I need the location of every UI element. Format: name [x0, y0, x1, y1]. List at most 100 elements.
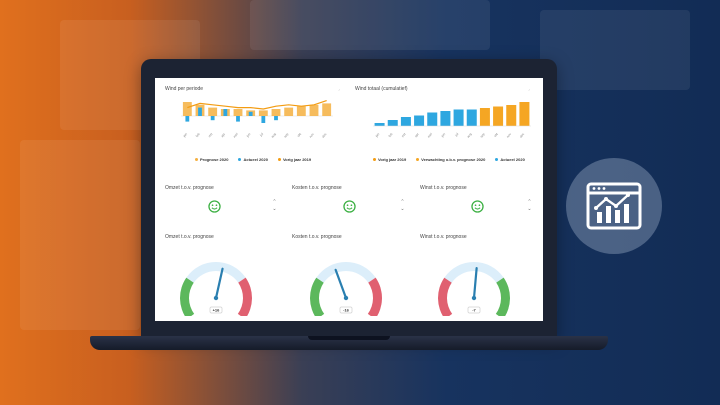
bar-prognose	[233, 109, 243, 116]
background-document	[540, 10, 690, 90]
x-tick-label: aug	[270, 132, 277, 139]
x-tick-label: jul	[258, 132, 264, 138]
legend-swatch	[195, 158, 198, 161]
x-tick-label: nov	[506, 132, 513, 139]
kpi-title-omzet: Omzet t.o.v. prognose	[165, 185, 214, 191]
x-tick-label: jul	[454, 132, 460, 138]
bar-actueel	[210, 116, 215, 121]
gauge-segment-right	[237, 277, 252, 316]
bar-actueel	[414, 115, 425, 126]
gauge-segment-left	[310, 277, 325, 316]
laptop-notch	[308, 336, 390, 340]
wind-per-periode-chart: jan feb mrt apr mei jun jul aug sep okt nov dec	[181, 100, 333, 139]
kpi-title-kosten: Kosten t.o.v. prognose	[292, 185, 342, 191]
gauge-value-label: -7	[472, 307, 476, 312]
panel-title-wind-per-periode: Wind per periode	[165, 86, 204, 92]
gauge-value-label: -16	[343, 307, 350, 312]
panel-corner-icon: ⌟	[528, 86, 530, 91]
panel-corner-icon: ⌟	[338, 86, 340, 91]
line-vorig-jaar	[187, 100, 327, 110]
legend-swatch	[277, 158, 281, 161]
bar-actueel	[453, 109, 464, 126]
x-tick-label: sep	[283, 132, 290, 139]
bar-actueel	[274, 116, 278, 121]
x-tick-label: mei	[427, 132, 434, 139]
dashboard-badge	[566, 158, 662, 254]
bar-actueel	[248, 111, 253, 116]
gauge-segment-mid	[444, 262, 504, 283]
sort-arrows-icon[interactable]: ⌃ ⌄	[527, 199, 532, 212]
x-tick-label: sep	[479, 132, 486, 139]
gauge-value-box	[467, 306, 481, 314]
gauge-value-box	[209, 306, 223, 314]
gauge-hub	[343, 295, 349, 301]
bar-prognose	[296, 106, 306, 116]
legend-swatch	[373, 158, 376, 161]
wind-totaal-legend: Vorig jaar 2019 Verwachting o.b.v. progno…	[373, 157, 525, 162]
bar-actueel	[223, 109, 228, 116]
x-tick-label: jun	[440, 132, 447, 139]
bar-verwachting	[506, 105, 517, 126]
x-tick-label: okt	[296, 132, 302, 138]
legend-label: Verwachting o.b.v. prognose 2020	[421, 157, 486, 162]
gauge-needle	[334, 268, 348, 300]
gauge-winst: -7	[438, 262, 510, 316]
x-tick-label: apr	[220, 131, 227, 138]
dashboard-screen: Wind per periode jan feb mrt apr mei jun jul au…	[155, 78, 543, 321]
legend-item[interactable]: Vorig jaar 2019	[277, 157, 311, 162]
sort-arrows-icon[interactable]: ⌃ ⌄	[272, 199, 277, 212]
legend-swatch	[238, 158, 242, 161]
bar-actueel	[374, 123, 385, 126]
legend-label: Prognose 2020	[200, 157, 229, 162]
gauge-segment-mid	[186, 262, 246, 283]
gauge-kosten: -16	[310, 262, 382, 316]
legend-item[interactable]: Actueel 2020	[495, 157, 525, 162]
smiley-kosten-icon	[343, 200, 356, 213]
bar-actueel	[427, 112, 438, 126]
x-tick-label: dec	[321, 132, 328, 139]
wind-totaal-chart: jan feb mrt apr mei jun jul aug sep okt nov dec	[373, 102, 531, 139]
bar-prognose	[271, 109, 281, 116]
laptop-base	[90, 336, 608, 350]
wind-per-periode-legend: Prognose 2020 Actueel 2020 Vorig jaar 2019	[195, 157, 311, 162]
x-tick-label: okt	[493, 132, 499, 138]
legend-label: Vorig jaar 2019	[378, 157, 407, 162]
legend-swatch	[416, 158, 420, 161]
gauge-omzet: +16	[180, 262, 252, 316]
x-tick-label: mei	[232, 132, 239, 139]
gauge-segment-mid	[316, 262, 376, 283]
sort-arrows-icon[interactable]: ⌃ ⌄	[400, 199, 405, 212]
bar-actueel	[400, 117, 411, 126]
panel-title-wind-totaal: Wind totaal (cumulatief)	[355, 86, 408, 92]
x-tick-label: feb	[195, 132, 201, 138]
smiley-omzet-icon	[208, 200, 221, 213]
gauge-segment-right	[495, 277, 510, 316]
dashboard-chart-icon	[586, 182, 642, 230]
x-tick-label: apr	[414, 131, 421, 138]
kpi-title-winst: Winst t.o.v. prognose	[420, 185, 467, 191]
gauge-needle	[214, 267, 224, 300]
gauge-hub	[471, 295, 477, 301]
gauge-hub	[213, 295, 219, 301]
legend-item[interactable]: Verwachting o.b.v. prognose 2020	[416, 157, 485, 162]
legend-label: Actueel 2020	[500, 157, 525, 162]
gauge-segment-right	[367, 277, 382, 316]
legend-item[interactable]: Actueel 2020	[238, 157, 268, 162]
smiley-winst-icon	[471, 200, 484, 213]
gauge-segment-left	[180, 277, 195, 316]
bar-actueel	[387, 120, 398, 126]
x-tick-label: mrt	[401, 132, 407, 138]
legend-item[interactable]: Prognose 2020	[195, 157, 228, 162]
x-tick-label: jan	[182, 132, 189, 139]
x-tick-label: feb	[388, 132, 394, 138]
legend-label: Actueel 2020	[243, 157, 268, 162]
gauge-value-box	[339, 306, 353, 314]
x-tick-label: jan	[374, 132, 381, 139]
gauge-title-winst: Winst t.o.v. prognose	[420, 234, 467, 240]
bar-prognose	[208, 107, 218, 116]
background-document	[20, 140, 140, 330]
bar-verwachting	[519, 102, 530, 126]
x-tick-label: jun	[245, 132, 252, 139]
legend-item[interactable]: Vorig jaar 2019	[373, 157, 406, 162]
legend-swatch	[495, 158, 499, 161]
